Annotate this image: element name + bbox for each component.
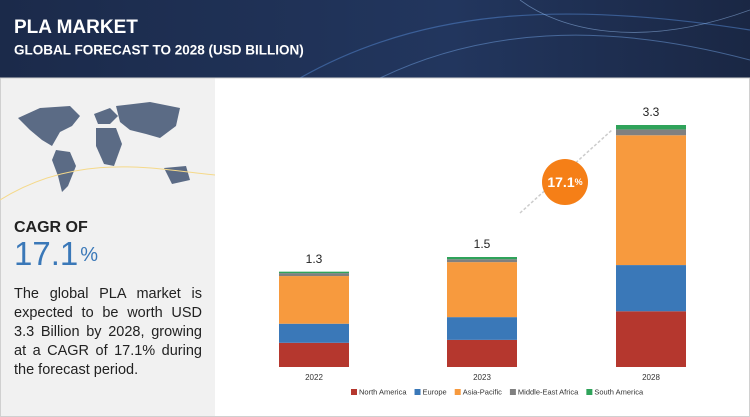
legend-swatch [454, 389, 461, 395]
legend-swatch [586, 389, 593, 395]
cagr-unit: % [575, 177, 583, 187]
cagr-value: 17.1 [547, 174, 574, 190]
header-decor [379, 34, 750, 79]
bar-segment [447, 259, 517, 263]
bar-segment [616, 311, 686, 367]
bar-segment [447, 317, 517, 340]
legend-swatch [414, 389, 421, 395]
bar-segment [616, 125, 686, 130]
x-tick-label: 2022 [305, 373, 323, 382]
cagr-bubble [542, 159, 588, 205]
bar-segment [279, 276, 349, 324]
bar-segment [616, 265, 686, 312]
bar-segment [279, 271, 349, 274]
decor-line [0, 166, 216, 201]
x-tick-label: 2023 [473, 373, 491, 382]
legend-label: Middle-East Africa [518, 387, 579, 396]
cagr-figure: 17.1% [14, 235, 98, 272]
legend-label: North America [359, 387, 407, 396]
world-map [18, 102, 190, 192]
description: The global PLA market is expected to be … [14, 286, 202, 378]
bar-segment [279, 323, 349, 343]
cagr-bubble-text: 17.1% [547, 174, 582, 190]
bar-segment [279, 273, 349, 277]
legend-label: South America [594, 387, 644, 396]
bar-segment [279, 342, 349, 367]
total-label: 3.3 [643, 105, 660, 119]
header-decor [519, 0, 750, 33]
bar-segment [616, 129, 686, 136]
bar-segment [447, 339, 517, 367]
cagr-unit: % [80, 244, 98, 266]
legend-swatch [509, 389, 516, 395]
header-decor [299, 13, 750, 79]
x-tick-label: 2028 [642, 373, 660, 382]
bar-segment [447, 262, 517, 318]
legend-label: Asia-Pacific [463, 387, 502, 396]
total-label: 1.5 [474, 237, 491, 251]
bar-segment [616, 135, 686, 266]
bar-segment [447, 257, 517, 260]
total-label: 1.3 [306, 252, 323, 266]
cagr-label: CAGR OF [14, 219, 88, 236]
legend-label: Europe [423, 387, 447, 396]
header-band [0, 0, 750, 78]
subtitle: GLOBAL FORECAST TO 2028 (USD BILLION) [14, 43, 304, 58]
title: PLA MARKET [14, 17, 138, 38]
legend-swatch [351, 389, 357, 395]
cagr-value: 17.1 [14, 235, 78, 272]
